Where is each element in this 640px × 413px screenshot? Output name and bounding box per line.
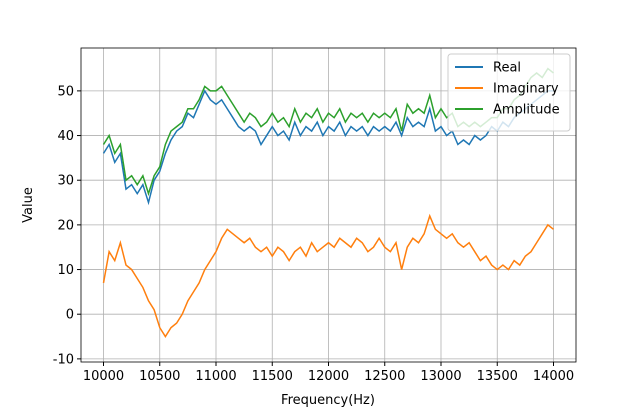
series-line bbox=[102, 213, 554, 338]
y-tick-label: 10 bbox=[57, 263, 74, 278]
legend: Real Imaginary Amplitude bbox=[447, 53, 571, 132]
legend-label: Real bbox=[493, 61, 521, 76]
legend-label: Amplitude bbox=[493, 103, 560, 118]
y-tick-label: 50 bbox=[57, 84, 74, 99]
y-tick-label: 30 bbox=[57, 174, 74, 189]
x-tick-label: 11000 bbox=[195, 369, 236, 384]
y-axis-label: Value bbox=[21, 187, 36, 223]
series-line bbox=[102, 89, 554, 206]
y-tick-label: 40 bbox=[57, 129, 74, 144]
x-axis-label: Frequency(Hz) bbox=[281, 393, 375, 408]
x-tick-label: 12500 bbox=[364, 369, 405, 384]
x-tick-label: 11500 bbox=[252, 369, 293, 384]
y-tick-label: 0 bbox=[66, 308, 74, 323]
x-tick-label: 10500 bbox=[139, 369, 180, 384]
x-tick-label: 13500 bbox=[477, 369, 518, 384]
legend-label: Imaginary bbox=[493, 82, 559, 97]
x-tick-label: 13000 bbox=[420, 369, 461, 384]
y-tick-label: -10 bbox=[53, 352, 74, 367]
legend-box bbox=[447, 53, 571, 132]
x-tick-label: 12000 bbox=[308, 369, 349, 384]
y-tick-label: 20 bbox=[57, 218, 74, 233]
axes-frame bbox=[80, 47, 577, 363]
x-tick-label: 14000 bbox=[533, 369, 574, 384]
x-tick-label: 10000 bbox=[83, 369, 124, 384]
